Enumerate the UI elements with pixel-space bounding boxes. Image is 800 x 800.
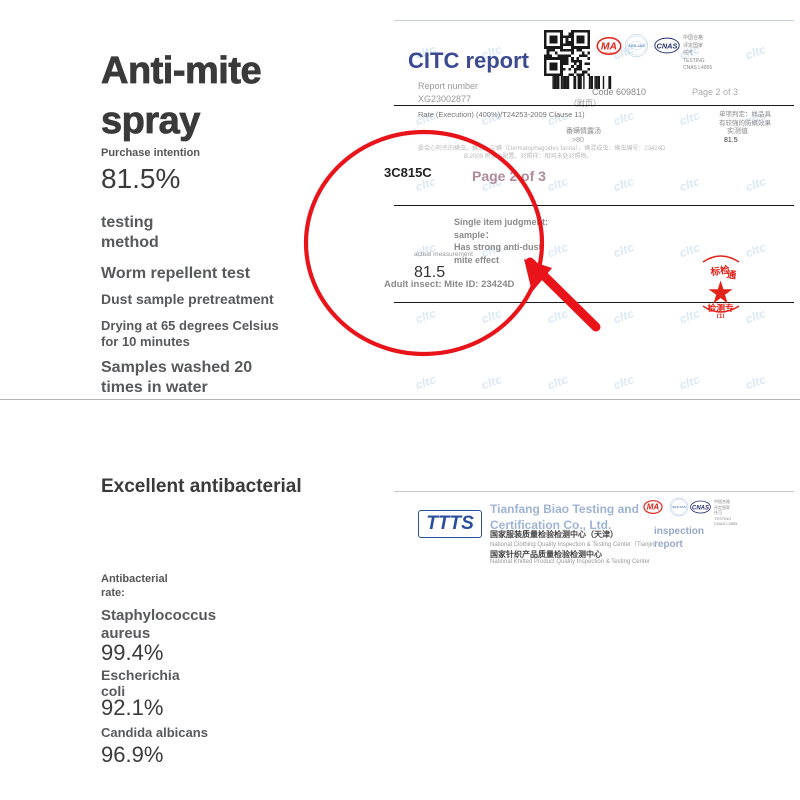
svg-text:通: 通 xyxy=(726,269,737,281)
svg-text:SGS-JAS: SGS-JAS xyxy=(628,44,645,48)
svg-text:CNAS: CNAS xyxy=(657,41,678,50)
svg-text:MA: MA xyxy=(601,41,617,52)
svg-text:MA: MA xyxy=(647,503,660,512)
svg-text:CNAS: CNAS xyxy=(692,505,709,511)
svg-text:SGS-JAS: SGS-JAS xyxy=(672,505,685,509)
svg-text:(1): (1) xyxy=(717,313,725,318)
svg-text:2023110CH6: 2023110CH6 xyxy=(601,51,617,55)
